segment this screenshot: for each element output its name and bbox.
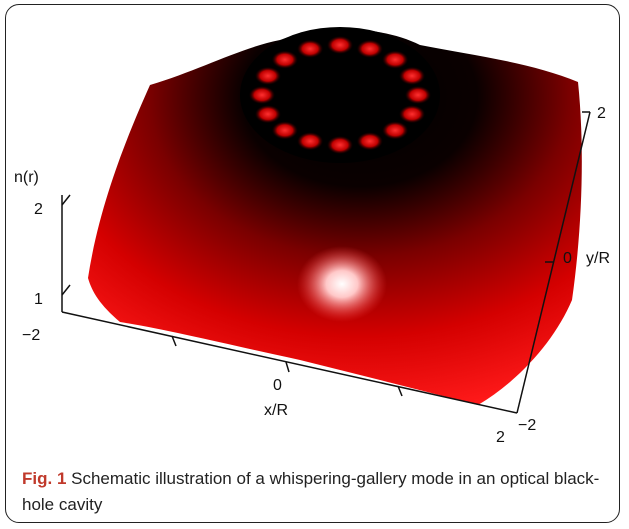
z-tick-label: 2 [34,201,43,218]
x-tick [286,362,289,372]
mode-lobe [399,105,425,123]
surface-plot: n(r) 2 1 −2 0 2 x/R −2 0 2 y/R [0,0,629,460]
mode-lobe [327,36,353,54]
y-axis-label: y/R [586,250,610,267]
mode-lobe [405,86,431,104]
mode-lobe [272,51,298,69]
mode-lobe [357,132,383,150]
z-tick [62,285,70,295]
caption-text: Schematic illustration of a whispering-g… [22,469,599,514]
z-axis-label: n(r) [14,169,39,186]
figure: n(r) 2 1 −2 0 2 x/R −2 0 2 y/R Fig. 1 Sc… [0,0,629,529]
mode-lobe [382,51,408,69]
mode-lobe [297,132,323,150]
x-axis-label: x/R [264,402,288,419]
mode-lobe [297,40,323,58]
x-tick-label: −2 [22,327,40,344]
mode-lobe [357,40,383,58]
mode-lobe [272,121,298,139]
x-tick-label: 0 [273,377,282,394]
z-tick [62,195,70,205]
x-tick-label: 2 [496,429,505,446]
y-tick-label: 0 [563,250,572,267]
mode-lobe [327,136,353,154]
z-tick-label: 1 [34,291,43,308]
bright-spot [297,246,387,322]
mode-lobe [399,67,425,85]
caption: Fig. 1 Schematic illustration of a whisp… [22,466,612,518]
y-tick-label: −2 [518,417,536,434]
mode-lobe [255,105,281,123]
mode-lobe [255,67,281,85]
y-tick-label: 2 [597,105,606,122]
mode-lobe [382,121,408,139]
mode-lobe [249,86,275,104]
caption-label: Fig. 1 [22,469,66,488]
